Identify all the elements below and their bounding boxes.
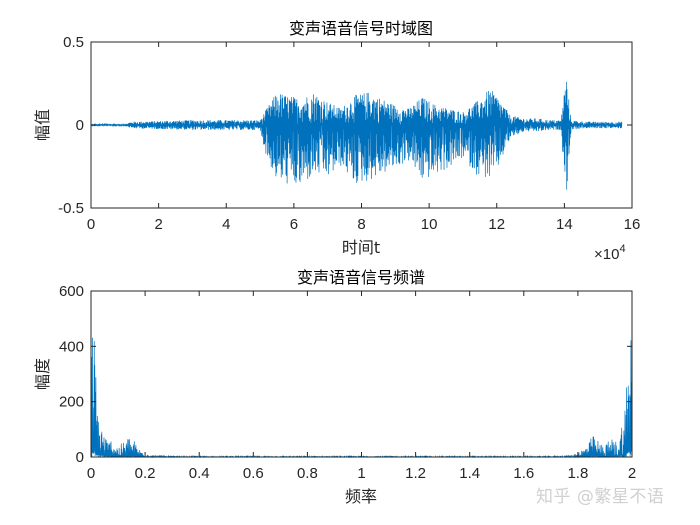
spectrum-signal <box>90 337 633 459</box>
time-domain-x-exponent: ×104 <box>594 243 626 263</box>
x-tick-label: 0.8 <box>297 465 318 482</box>
y-tick-label: -0.5 <box>58 200 84 217</box>
spectrum-ticks: 0 0.2 0.4 0.6 0.8 1 1.2 1.4 1.6 1.8 2 0 200 400 600 <box>59 283 636 482</box>
spectrum-xlabel: 频率 <box>345 487 377 506</box>
spectrum-title: 变声语音信号频谱 <box>297 268 425 287</box>
x-tick-label: 1.8 <box>567 465 588 482</box>
x-tick-label: 10 <box>421 216 438 233</box>
spectrum-plot-frame <box>90 290 633 458</box>
x-tick-label: 1.2 <box>405 465 426 482</box>
x-tick-label: 0 <box>87 216 95 233</box>
time-domain-ticks: 0 2 4 6 8 10 12 14 16-0.500.5 <box>58 34 640 233</box>
y-tick-label: 400 <box>59 338 84 355</box>
x-tick-label: 0.2 <box>135 465 156 482</box>
time-domain-xlabel: 时间t <box>342 238 380 257</box>
x-tick-label: 1.6 <box>513 465 534 482</box>
spectrum-line <box>90 337 633 459</box>
x-tick-label: 8 <box>357 216 365 233</box>
time-domain-signal <box>90 81 623 190</box>
y-tick-label: 0 <box>76 117 84 134</box>
y-tick-label: 200 <box>59 394 84 411</box>
time-domain-title: 变声语音信号时域图 <box>289 19 433 38</box>
y-tick-label: 0 <box>76 449 84 466</box>
exponent-base: ×10 <box>594 246 619 263</box>
time-domain-axes: 0 2 4 6 8 10 12 14 16-0.500.5 变声语音信号时域图 时间t 幅值 ×… <box>33 19 640 263</box>
spectrum-axes: 0 0.2 0.4 0.6 0.8 1 1.2 1.4 1.6 1.8 2 0 200 400 600 变声… <box>33 268 636 506</box>
x-tick-label: 14 <box>556 216 573 233</box>
x-tick-label: 1.4 <box>459 465 480 482</box>
exponent-power: 4 <box>619 243 625 255</box>
x-tick-label: 1 <box>357 465 365 482</box>
time-domain-ylabel: 幅值 <box>33 109 52 141</box>
y-tick-label: 600 <box>59 283 84 300</box>
x-tick-label: 2 <box>628 465 636 482</box>
time-domain-waveform <box>90 81 623 190</box>
x-tick-label: 0.6 <box>243 465 264 482</box>
x-tick-label: 0 <box>87 465 95 482</box>
x-tick-label: 6 <box>290 216 298 233</box>
spectrum-ylabel: 幅度 <box>33 358 52 390</box>
x-tick-label: 2 <box>154 216 162 233</box>
y-tick-label: 0.5 <box>63 34 84 51</box>
x-tick-label: 4 <box>222 216 230 233</box>
x-tick-label: 0.4 <box>189 465 210 482</box>
x-tick-label: 16 <box>624 216 641 233</box>
x-tick-label: 12 <box>488 216 505 233</box>
watermark: 知乎 @繁星不语 <box>536 487 665 507</box>
